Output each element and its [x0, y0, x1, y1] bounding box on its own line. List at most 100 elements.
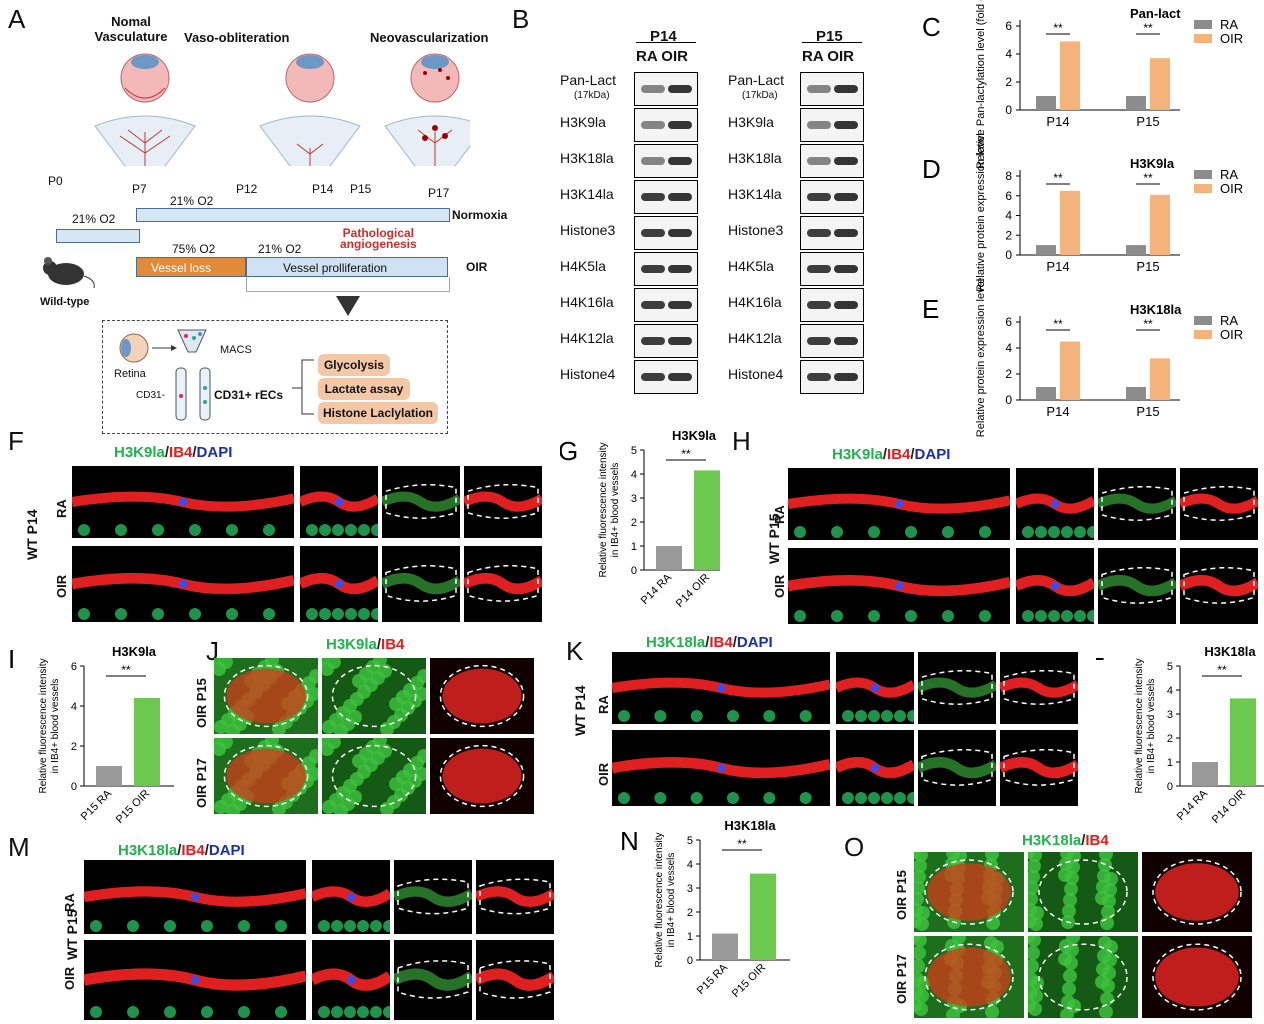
micro-k-oir-zoom-1-content	[918, 749, 996, 786]
blot-row-label-1-3: H3K14la	[728, 186, 782, 202]
micro-j-p15-0-vessel	[226, 668, 306, 724]
micro-f-ra-main-nucleus-0	[78, 524, 90, 536]
blot-row-label-1-5: H4K5la	[728, 258, 774, 274]
chart-l-bar-1	[1230, 698, 1256, 786]
micro-o-p15-0-cell-24	[915, 917, 929, 931]
micro-o-p17-0-cell-15	[914, 946, 926, 960]
stain-part-h-4: DAPI	[914, 446, 951, 463]
stain-part-m-1: /	[177, 842, 182, 859]
micro-f-oir-main-nucleus-1	[115, 608, 127, 620]
chart-c-ylabel: Relative Pan-lactylation level (fold cha…	[975, 0, 987, 169]
micro-m-oir-main-nucleus-5	[275, 1006, 287, 1018]
stain-label-f: H3K9la/IB4/DAPI	[114, 444, 232, 461]
chart-i-cat-1: P15 OIR	[114, 788, 152, 826]
blot-band-oir-0-8	[668, 373, 692, 381]
blot-left-title: P14	[650, 28, 677, 45]
micro-f-ra-main-nucleus-3	[189, 524, 201, 536]
micro-o-p17-0-cell-25	[952, 936, 966, 944]
micro-f-oir-zoom-0	[300, 546, 378, 622]
stain-label-o: H3K18la/IB4	[1022, 832, 1109, 849]
micro-h-oir-zoom-2	[1180, 548, 1258, 624]
chart-d-legend-ra-swatch	[1194, 170, 1212, 179]
micro-h-oir-zoom-0-nucleus-0	[1022, 610, 1034, 622]
chart-c-sig-1: **	[1143, 21, 1153, 35]
eye-neovascularization	[384, 53, 470, 166]
chart-g-bar-0	[656, 546, 682, 570]
micro-h-oir-zoom-2-vessel	[1180, 574, 1258, 597]
micro-o-p15-0-content	[914, 852, 1024, 932]
micro-m-oir-zoom-0-nucleus-3	[357, 1006, 369, 1018]
micro-m-oir-main-nucleus-3	[201, 1006, 213, 1018]
panel-label-e: E	[922, 294, 939, 324]
blot-band-oir-0-4	[668, 229, 692, 237]
chart-e-bar-oir-0	[1060, 341, 1080, 400]
micro-f-ra-zoom-2-vessel	[464, 491, 542, 512]
chart-l-ylabel-2: in IB4+ blood vessels	[1146, 679, 1157, 774]
chart-i-tick-label-2: 4	[71, 701, 77, 713]
micro-f-oir-zoom-0-nucleus-5	[371, 608, 378, 620]
chart-g-sig: **	[681, 447, 691, 461]
micro-k-oir-zoom-0-nucleus-5	[907, 792, 914, 804]
micro-k-ra-main-content	[612, 677, 830, 722]
micro-f-oir-main-nucleus-5	[263, 608, 275, 620]
stain-part-m-4: DAPI	[208, 842, 245, 859]
blot-band-ra-1-5	[807, 265, 831, 273]
blot-band-oir-1-1	[834, 121, 858, 129]
micro-f-oir-zoom-0-nucleus-3	[345, 608, 357, 620]
blot-band-ra-0-2	[641, 157, 665, 165]
micro-j-p17-1-cell-14	[417, 749, 426, 763]
normoxia-label: Normoxia	[452, 208, 508, 222]
micro-o-p15-0-cell-9	[914, 892, 924, 906]
micro-h-ra-main-nucleus-1	[831, 526, 843, 538]
micro-f-ra-zoom-0-content	[300, 491, 378, 536]
micro-h-oir-main-dapi	[895, 582, 903, 590]
micro-f-ra-zoom-0-dapi	[335, 498, 343, 506]
chart-l-tick-label-0: 0	[1167, 781, 1173, 793]
blot-band-ra-0-8	[641, 373, 665, 381]
micro-m-ra-zoom-0-content	[312, 886, 390, 932]
micro-o-p17-1	[1028, 936, 1138, 1018]
micro-k-ra-zoom-0-content	[836, 677, 914, 722]
arrow-down-icon	[336, 296, 360, 316]
blot-row-label-0-6: H4K16la	[560, 294, 614, 310]
micro-f-oir-zoom-1-vessel	[382, 572, 460, 595]
micro-o-p15-2-vessel	[1155, 863, 1239, 921]
panel-label-b: B	[512, 4, 530, 34]
blot-band-ra-0-1	[641, 121, 665, 129]
micro-k-oir-zoom-0-nucleus-0	[842, 792, 854, 804]
micro-h-ra-main-dapi	[895, 500, 903, 508]
micro-k-oir-zoom-0-content	[836, 756, 914, 804]
panel-label-f: F	[8, 426, 24, 456]
micro-k-ra-main-nucleus-1	[654, 710, 667, 722]
micro-f-ra-zoom-2	[464, 466, 542, 538]
chart-d-bar-ra-0	[1036, 245, 1056, 255]
blot-band-ra-1-6	[807, 301, 831, 309]
micro-f-ra-zoom-0	[300, 466, 378, 538]
stain-part-k-4: DAPI	[736, 634, 773, 651]
timepoint-p15: P15	[350, 182, 372, 196]
micro-o-p17-0-content	[914, 936, 1024, 1018]
stain-part-k-2: IB4	[709, 634, 733, 651]
bracket	[246, 277, 450, 292]
micro-h-ra-main-nucleus-2	[868, 526, 880, 538]
micro-m-oir-zoom-0	[312, 940, 390, 1020]
stage-normal-label: Nomal Vasculature	[94, 14, 168, 44]
chart-d-tick-label-4: 8	[1005, 169, 1012, 183]
chart-d-bar-oir-0	[1060, 190, 1080, 255]
blot-row-label-0-7: H4K12la	[560, 330, 614, 346]
chart-c-legend-oir-swatch	[1194, 34, 1212, 43]
micro-h-ra-zoom-1-content	[1098, 486, 1176, 521]
micro-j-p17-1-cell-20	[327, 738, 341, 749]
blot-strip-0-0	[634, 72, 698, 106]
blot-strip-0-5	[634, 252, 698, 286]
chart-e-title: H3K18la	[1130, 302, 1182, 317]
o2-normal-label: 21% O2	[72, 212, 116, 226]
micro-h-oir-zoom-0-nucleus-5	[1087, 610, 1094, 622]
chart-c-cat-0: P14	[1046, 114, 1069, 129]
micro-h-oir-zoom-1	[1098, 548, 1176, 624]
blot-band-oir-0-3	[668, 193, 692, 201]
chart-l-tick-label-4: 4	[1167, 685, 1173, 697]
chart-n-tick-label-3: 3	[687, 883, 693, 895]
bracket-connector	[292, 359, 314, 415]
chart-g-tick-label-2: 2	[631, 517, 637, 529]
